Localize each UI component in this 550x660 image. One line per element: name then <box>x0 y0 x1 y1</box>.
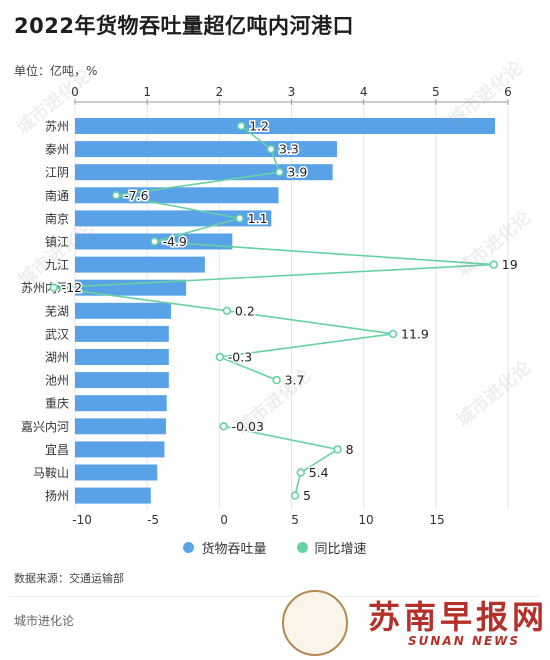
growth-point <box>150 237 159 246</box>
data-source: 数据来源：交通运输部 <box>14 572 124 585</box>
chart-title: 2022年货物吞吐量超亿吨内河港口 <box>14 14 354 38</box>
x-top-tick-label: 2 <box>216 85 224 99</box>
throughput-bar <box>75 279 187 296</box>
x-top-tick-label: 1 <box>143 85 151 99</box>
x-top-tick-label: 4 <box>360 85 368 99</box>
growth-point <box>236 121 246 131</box>
y-category-label: 芜湖 <box>45 303 69 318</box>
legend-swatch-growth <box>296 542 308 553</box>
news-logo-en: SUNAN NEWS <box>408 634 521 648</box>
x-bottom-tick-label: 10 <box>358 513 373 527</box>
y-category-label: 苏州 <box>45 120 69 134</box>
growth-data-label: -7.6 <box>124 188 148 203</box>
growth-data-label: 3.3 <box>279 142 299 157</box>
growth-point <box>333 445 342 454</box>
x-bottom-tick-label: 15 <box>429 513 444 527</box>
x-bottom-tick-label: 5 <box>291 513 299 527</box>
throughput-bar <box>75 256 205 273</box>
chart-legend: 货物吞吐量 同比增速 <box>0 538 550 557</box>
x-top-tick-label: 6 <box>504 85 512 99</box>
growth-point <box>275 167 284 177</box>
y-category-label: 泰州 <box>45 143 69 157</box>
y-category-label: 马鞍山 <box>33 465 69 480</box>
growth-point <box>235 214 244 223</box>
legend-swatch-throughput <box>183 542 195 553</box>
y-category-label: 宜昌 <box>45 442 69 457</box>
growth-data-label: 3.7 <box>285 373 305 388</box>
throughput-bar <box>75 187 279 204</box>
growth-data-label: 1.2 <box>249 119 269 134</box>
y-category-label: 镇江 <box>45 235 69 249</box>
growth-data-label: -0.3 <box>228 350 252 365</box>
throughput-bar <box>75 118 496 134</box>
throughput-bar <box>75 164 333 181</box>
throughput-bar <box>75 325 169 342</box>
growth-data-label: 11.9 <box>401 326 429 341</box>
throughput-bar <box>75 395 167 412</box>
growth-data-label: 5 <box>303 488 311 503</box>
unit-label: 单位：亿吨，% <box>14 64 98 78</box>
y-category-label: 湖州 <box>45 350 69 365</box>
news-logo: 苏南早报网 SUNAN NEWS <box>282 590 544 656</box>
throughput-bar <box>75 418 166 435</box>
throughput-bar <box>75 349 169 365</box>
y-category-label: 扬州 <box>45 488 69 503</box>
legend-label-throughput: 货物吞吐量 <box>201 542 267 557</box>
growth-data-label: -4.9 <box>163 234 187 249</box>
y-category-label: 嘉兴内河 <box>21 420 69 434</box>
growth-point <box>49 283 58 292</box>
y-category-label: 武汉 <box>45 327 69 341</box>
footer-divider <box>10 596 540 597</box>
growth-point <box>290 491 300 500</box>
x-top-tick-label: 3 <box>288 85 296 99</box>
growth-point <box>215 352 225 362</box>
growth-point <box>296 468 305 477</box>
throughput-bar <box>75 302 171 319</box>
throughput-bar <box>75 464 158 481</box>
legend-label-growth: 同比增速 <box>314 542 367 557</box>
y-category-label: 重庆 <box>45 397 69 411</box>
growth-point <box>489 260 499 269</box>
growth-data-label: 1.1 <box>248 211 268 226</box>
legend-item-growth[interactable]: 同比增速 <box>296 538 367 557</box>
x-bottom-tick-label: -10 <box>72 513 92 527</box>
news-seal-icon <box>282 590 348 656</box>
y-category-label: 南通 <box>45 188 69 203</box>
growth-data-label: -12 <box>62 280 82 295</box>
growth-data-label: 3.9 <box>287 165 307 180</box>
growth-data-label: 19 <box>502 257 518 272</box>
growth-point <box>266 144 276 154</box>
throughput-bar <box>75 487 151 504</box>
growth-point <box>222 306 232 316</box>
x-top-tick-label: 0 <box>71 85 79 99</box>
x-bottom-tick-label: 0 <box>220 513 228 527</box>
growth-data-label: 8 <box>346 442 354 457</box>
x-bottom-tick-label: -5 <box>147 513 159 527</box>
growth-point <box>111 191 121 200</box>
chart-canvas: 0 1 2 3 4 5 6 苏州泰州江阴南通南京镇江九江苏州内河芜湖武汉湖州池州重庆嘉兴内河宜… <box>21 85 519 527</box>
growth-data-label: 0.2 <box>235 303 255 318</box>
y-category-label: 九江 <box>45 258 69 272</box>
legend-item-throughput[interactable]: 货物吞吐量 <box>183 538 267 557</box>
y-category-label: 苏州内河 <box>21 281 69 295</box>
y-category-label: 池州 <box>45 374 69 388</box>
growth-data-label: 5.4 <box>309 465 329 480</box>
growth-point <box>388 329 398 339</box>
growth-point <box>272 375 281 385</box>
brand-name: 城市进化论 <box>14 614 75 628</box>
news-logo-cn: 苏南早报网 <box>368 598 549 636</box>
growth-point <box>219 422 228 431</box>
throughput-bar <box>75 441 165 458</box>
throughput-bar <box>75 372 169 389</box>
y-category-label: 江阴 <box>45 166 69 180</box>
x-top-tick-label: 5 <box>432 85 440 99</box>
y-category-label: 南京 <box>45 211 69 226</box>
growth-data-label: -0.03 <box>232 419 264 434</box>
